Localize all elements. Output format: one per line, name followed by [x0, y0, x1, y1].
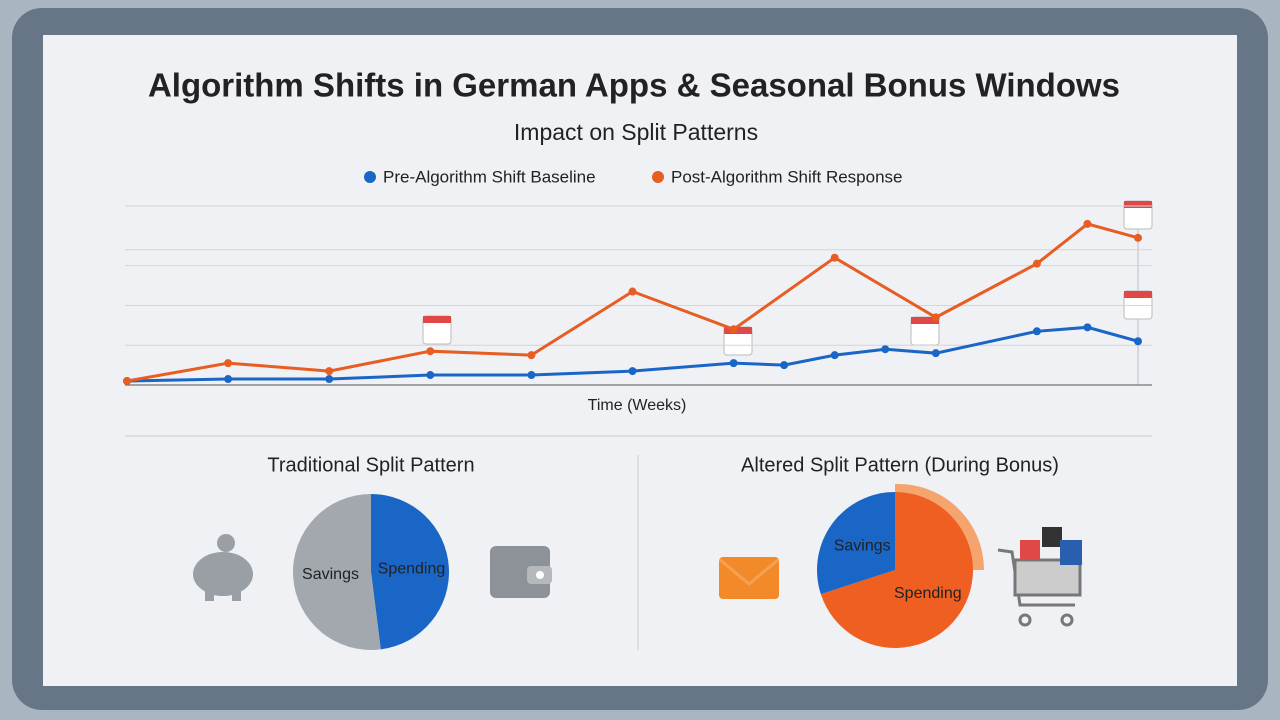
slice-label: Spending [378, 561, 446, 578]
data-point [527, 371, 536, 380]
slice-label: Savings [834, 537, 891, 554]
pie-slice [816, 492, 895, 595]
data-point [1083, 323, 1092, 332]
data-point [729, 325, 738, 334]
legend-label: Pre-Algorithm Shift Baseline [383, 167, 596, 186]
data-point [1134, 337, 1142, 346]
data-point [931, 313, 940, 322]
data-point [325, 367, 334, 376]
legend-marker [364, 171, 376, 183]
pie-title: Traditional Split Pattern [267, 454, 474, 476]
pie-title: Altered Split Pattern (During Bonus) [741, 454, 1059, 476]
data-point [527, 351, 536, 360]
data-point [123, 377, 131, 386]
data-point [931, 349, 940, 358]
data-point [426, 371, 435, 380]
series-line [126, 222, 1139, 383]
slice-label: Savings [302, 566, 359, 583]
data-point [224, 375, 233, 384]
data-point [729, 359, 738, 368]
data-point [1083, 219, 1092, 228]
x-axis-label: Time (Weeks) [588, 397, 687, 414]
pie-slice [820, 492, 973, 648]
data-point [830, 253, 839, 262]
data-point [881, 345, 890, 354]
series-line [126, 325, 1139, 383]
data-point [780, 361, 789, 370]
legend-marker [652, 171, 664, 183]
data-point [426, 347, 435, 356]
slice-label: Spending [894, 585, 962, 602]
data-point [325, 375, 334, 384]
calendar-icons [422, 200, 1153, 356]
data-point [1032, 259, 1041, 268]
envelope-icon [718, 557, 780, 599]
data-point [830, 351, 839, 360]
legend-label: Post-Algorithm Shift Response [671, 167, 903, 186]
pie-slice [371, 494, 449, 650]
data-point [1134, 233, 1142, 242]
title: Algorithm Shifts in German Apps & Season… [148, 67, 1120, 104]
shopping-cart-icon [997, 527, 1082, 627]
data-point [628, 287, 637, 296]
piggy-bank-icon [193, 534, 253, 601]
data-point [1032, 327, 1041, 336]
wallet-icon [490, 546, 552, 598]
pie-slice [292, 494, 381, 650]
data-point [628, 367, 637, 376]
subtitle: Impact on Split Patterns [514, 119, 758, 145]
data-point [224, 359, 233, 368]
